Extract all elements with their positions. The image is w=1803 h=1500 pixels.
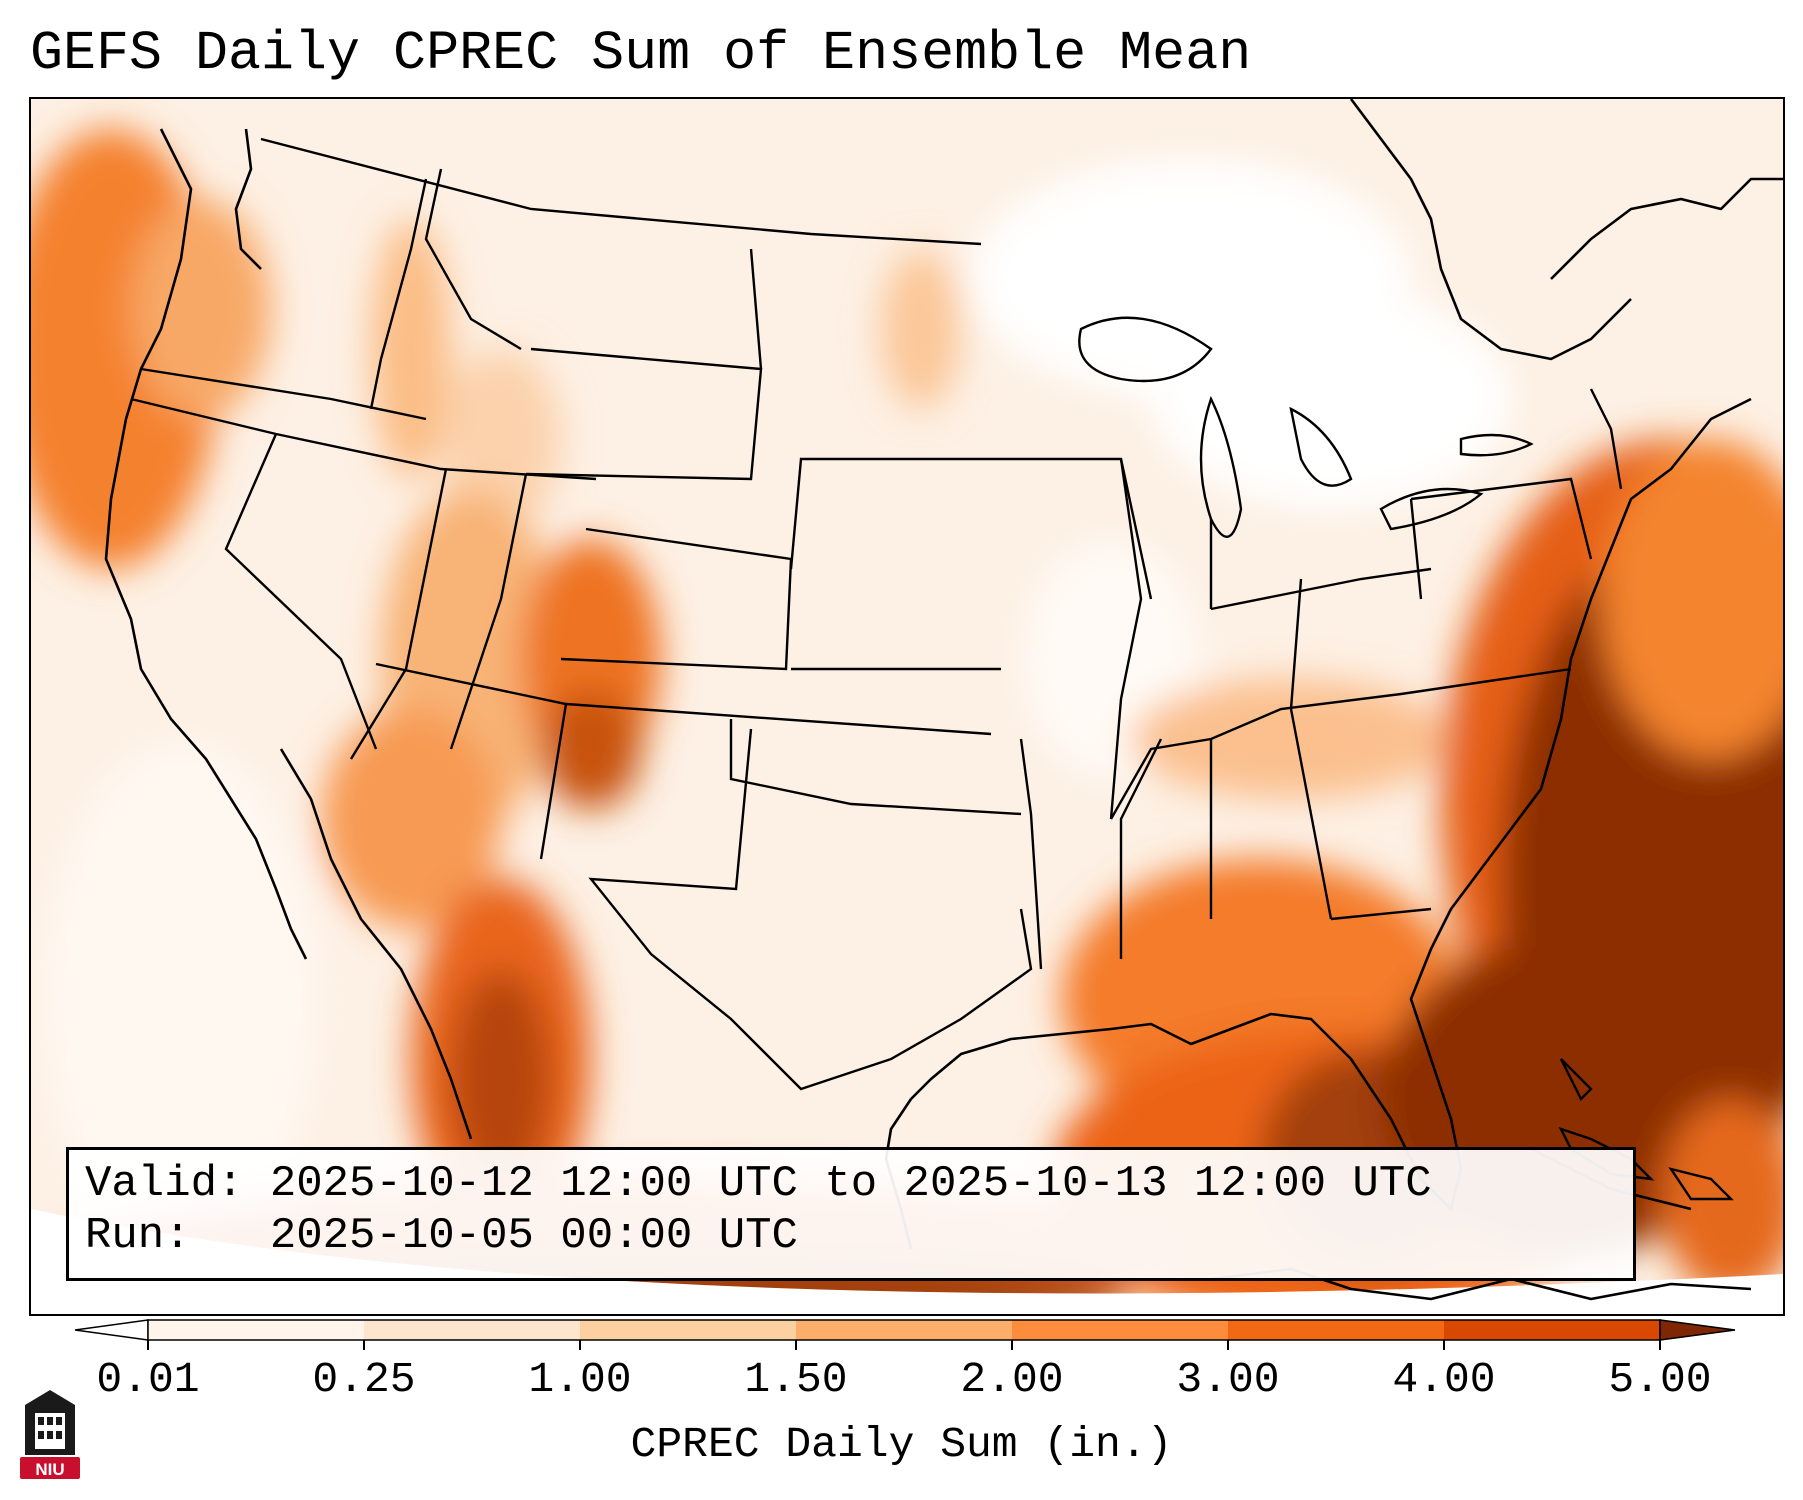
colorbar-under-extend [74,1319,149,1341]
valid-time-row: Valid: 2025-10-12 12:00 UTC to 2025-10-1… [85,1158,1432,1210]
niu-logo: NIU [20,1390,80,1479]
colorbar-outline [147,1319,1661,1341]
colorbar-tick-label: 4.00 [1392,1355,1496,1404]
colorbar [74,1319,1736,1350]
logo-text: NIU [35,1460,64,1479]
colorbar-tick-label: 1.00 [528,1355,632,1404]
run-info-box: Valid: 2025-10-12 12:00 UTC to 2025-10-1… [66,1147,1636,1281]
colorbar-segment [364,1320,580,1340]
run-time-row: Run: 2025-10-05 00:00 UTC [85,1210,798,1262]
colorbar-label: CPREC Daily Sum (in.) [630,1420,1173,1469]
run-label: Run: [85,1211,191,1261]
colorbar-tick-label: 0.01 [96,1355,200,1404]
colorbar-segment [1012,1320,1228,1340]
map-title: GEFS Daily CPREC Sum of Ensemble Mean [30,22,1252,85]
projection-edge [31,1209,1783,1314]
great-lakes [1078,316,1534,538]
valid-label: Valid: [85,1159,244,1209]
colorbar-segment [1444,1320,1660,1340]
colorbar-segment [580,1320,796,1340]
colorbar-segment [796,1320,1012,1340]
colorbar-tick-label: 0.25 [312,1355,416,1404]
colorbar-tick-label: 2.00 [960,1355,1064,1404]
colorbar-tick-label: 3.00 [1176,1355,1280,1404]
state-borders [130,137,1623,1091]
colorbar-segment [1228,1320,1444,1340]
colorbar-segment [148,1320,364,1340]
valid-value: 2025-10-12 12:00 UTC to 2025-10-13 12:00… [269,1159,1432,1209]
map-panel [29,97,1785,1316]
run-value: 2025-10-05 00:00 UTC [269,1211,798,1261]
colorbar-over-extend [1659,1319,1736,1341]
precip-map [31,99,1783,1314]
colorbar-tick-label: 1.50 [744,1355,848,1404]
colorbar-tick-label: 5.00 [1608,1355,1712,1404]
